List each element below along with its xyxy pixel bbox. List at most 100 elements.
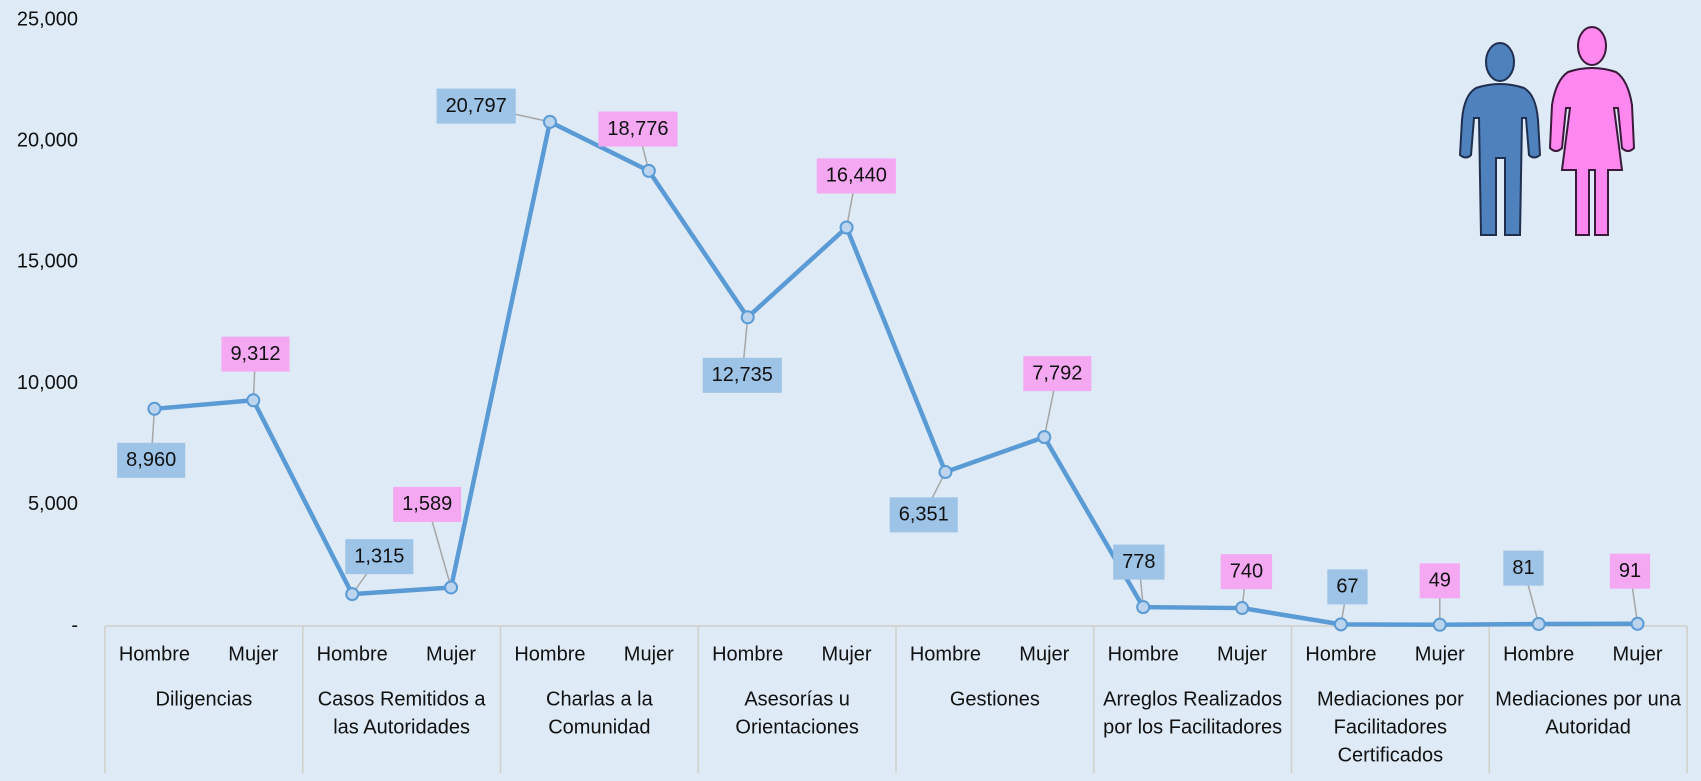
data-label-text: 1,315 [354,545,404,567]
x-tick-label: Hombre [119,643,190,665]
x-tick-label: Mujer [1019,643,1069,665]
data-label-text: 91 [1619,560,1641,582]
data-point [1531,617,1546,632]
group-label: Comunidad [548,716,650,738]
data-label: 9,312 [221,336,290,372]
data-label: 18,776 [598,111,678,147]
data-label-box [436,88,516,124]
data-label-box [598,111,678,147]
data-point [1037,430,1052,445]
data-label-text: 81 [1512,557,1534,579]
data-label-box [345,539,414,575]
y-tick-label: - [71,614,78,636]
data-label: 1,589 [393,486,462,522]
data-label: 740 [1220,554,1273,590]
group-label: Mediaciones por [1317,688,1464,710]
data-point [1235,601,1250,616]
x-tick-label: Mujer [228,643,278,665]
y-tick-label: 15,000 [17,251,78,273]
data-label-text: 778 [1122,551,1155,573]
data-label-text: 9,312 [230,343,280,365]
data-label-text: 1,589 [402,493,452,515]
x-tick-label: Hombre [317,643,388,665]
x-tick-label: Hombre [1305,643,1376,665]
data-label: 67 [1327,569,1368,605]
group-label: Facilitadores [1334,716,1447,738]
group-label: Mediaciones por una [1495,688,1682,710]
x-tick-label: Hombre [514,643,585,665]
y-tick-label: 20,000 [17,129,78,151]
data-point [444,580,459,595]
x-tick-label: Mujer [1217,643,1267,665]
data-point [938,465,953,480]
data-label-text: 49 [1429,570,1451,592]
data-label-box [1113,544,1165,580]
data-label: 1,315 [345,539,414,575]
data-point [246,393,261,408]
group-label: las Autoridades [333,716,470,738]
data-label-text: 18,776 [607,118,668,140]
x-tick-label: Hombre [1108,643,1179,665]
data-line [154,119,1638,628]
data-label: 6,351 [889,497,958,533]
data-point [1432,617,1447,632]
data-label-text: 12,735 [712,364,773,386]
data-label: 7,792 [1023,356,1092,392]
group-label: por los Facilitadores [1103,716,1282,738]
x-tick-label: Hombre [1503,643,1574,665]
data-label-box [1023,356,1092,392]
data-label-box [702,357,782,393]
x-tick-label: Mujer [1613,643,1663,665]
data-label-box [393,486,462,522]
data-label-box [1220,554,1273,590]
data-label: 91 [1609,553,1651,589]
icon-man [1458,42,1542,236]
data-label-text: 6,351 [899,504,949,526]
data-label-text: 8,960 [126,449,176,471]
data-label: 16,440 [816,158,896,194]
x-tick-label: Mujer [1415,643,1465,665]
data-label-box [816,158,896,194]
data-label: 20,797 [436,88,516,124]
data-label-text: 7,792 [1032,362,1082,384]
group-label: Charlas a la [546,688,654,710]
data-label-box [1609,553,1651,589]
data-point [1136,600,1151,615]
group-label: Certificados [1338,744,1444,766]
group-label: Asesorías u [744,688,850,710]
data-label-box [1419,563,1460,599]
data-point [1630,616,1645,631]
data-point [1333,617,1348,632]
group-label: Arreglos Realizados [1103,688,1282,710]
data-point [740,310,755,325]
data-point [345,587,360,602]
data-label-box [889,497,958,533]
group-label: Gestiones [950,688,1040,710]
x-tick-label: Mujer [426,643,476,665]
group-label: Autoridad [1545,716,1631,738]
data-label-text: 16,440 [826,165,887,187]
x-tick-label: Mujer [822,643,872,665]
data-label-box [221,336,290,372]
data-label: 81 [1503,550,1544,586]
data-label: 778 [1113,544,1165,580]
data-point [542,114,557,129]
data-label-box [117,442,186,478]
y-tick-label: 25,000 [17,8,78,30]
y-tick-label: 5,000 [28,493,78,515]
data-label-box [1327,569,1368,605]
data-label: 49 [1419,563,1460,599]
data-label-box [1503,550,1544,586]
data-label-text: 20,797 [446,95,507,117]
y-tick-label: 10,000 [17,372,78,394]
data-point [839,220,854,235]
group-label: Diligencias [156,688,253,710]
icon-woman [1548,26,1636,236]
data-label-text: 67 [1336,576,1358,598]
data-label-text: 740 [1230,560,1263,582]
group-label: Casos Remitidos a [318,688,487,710]
group-label: Orientaciones [735,716,858,738]
data-label: 12,735 [702,357,782,393]
